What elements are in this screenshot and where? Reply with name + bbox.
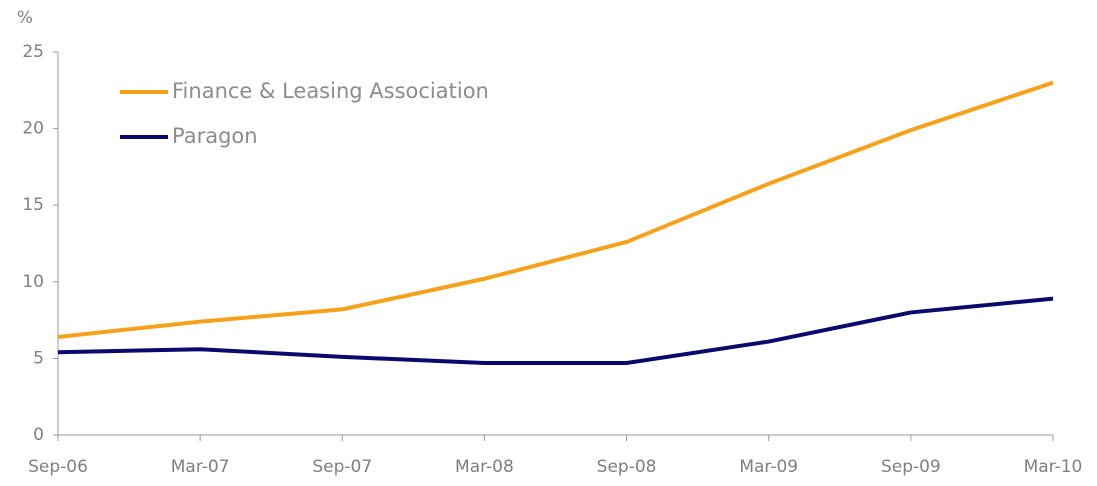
x-tick-label: Sep-09 <box>881 457 941 477</box>
y-axis-label: % <box>17 8 33 28</box>
x-tick-label: Mar-08 <box>455 457 514 477</box>
y-tick-label: 10 <box>22 272 44 292</box>
y-tick-label: 15 <box>22 195 44 215</box>
x-tick-label: Mar-10 <box>1024 457 1083 477</box>
y-tick-label: 20 <box>22 119 44 139</box>
x-tick-label: Mar-07 <box>171 457 230 477</box>
x-tick-label: Mar-09 <box>739 457 798 477</box>
legend-label: Paragon <box>172 124 258 148</box>
x-tick-label: Sep-08 <box>597 457 657 477</box>
x-tick-label: Sep-07 <box>312 457 372 477</box>
y-tick-label: 25 <box>22 42 44 62</box>
legend-label: Finance & Leasing Association <box>172 79 489 103</box>
series-line <box>57 296 1054 365</box>
series-line <box>57 80 1054 339</box>
y-tick-label: 5 <box>33 348 44 368</box>
y-tick-label: 0 <box>33 425 44 445</box>
x-tick-label: Sep-06 <box>28 457 88 477</box>
